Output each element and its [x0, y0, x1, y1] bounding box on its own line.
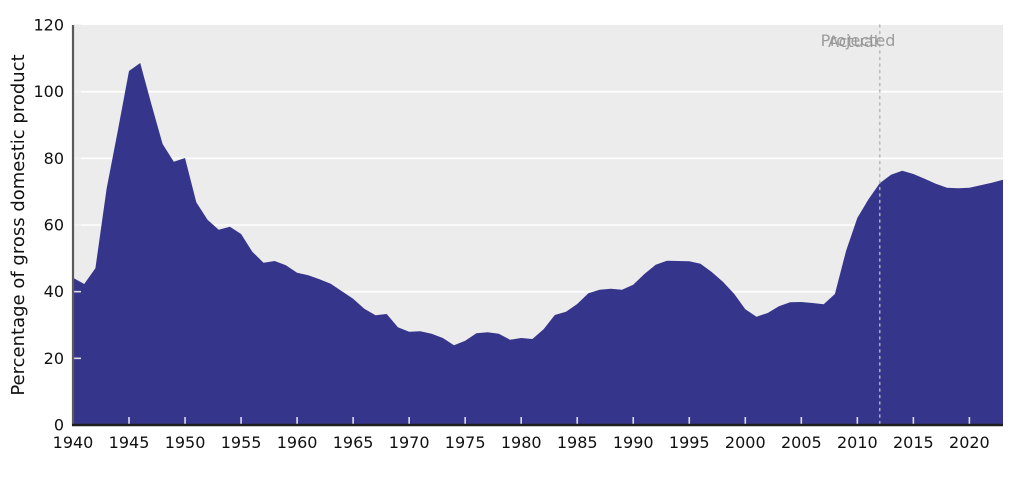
x-tick-label: 1940	[53, 433, 94, 452]
x-tick-label: 1995	[669, 433, 710, 452]
x-tick-label: 1970	[389, 433, 430, 452]
x-tick-label: 1950	[165, 433, 206, 452]
y-tick-label: 80	[44, 149, 64, 168]
y-tick-label: 60	[44, 216, 64, 235]
x-tick-label: 1990	[613, 433, 654, 452]
x-tick-label: 2020	[949, 433, 990, 452]
x-tick-label: 1960	[277, 433, 318, 452]
x-tick-label: 2015	[893, 433, 934, 452]
y-tick-label: 100	[33, 82, 64, 101]
y-tick-label: 20	[44, 349, 64, 368]
y-tick-label: 0	[54, 416, 64, 435]
debt-area-series	[73, 63, 1003, 425]
x-tick-label: 1965	[333, 433, 374, 452]
annotation-actual: Actual	[828, 32, 878, 51]
annotation-projected: Projected	[821, 31, 896, 50]
y-tick-label: 40	[44, 282, 64, 301]
x-tick-label: 1980	[501, 433, 542, 452]
x-tick-label: 2000	[725, 433, 766, 452]
y-tick-label: 120	[33, 16, 64, 35]
x-tick-label: 1945	[109, 433, 150, 452]
x-tick-label: 2005	[781, 433, 822, 452]
chart-layers: 1940 1945 1950 1955 1960 1965 1970 1975 1980 1985…	[33, 16, 1003, 452]
x-tick-label: 1955	[221, 433, 262, 452]
x-tick-label: 1975	[445, 433, 486, 452]
x-tick-label: 2010	[837, 433, 878, 452]
x-tick-label: 1985	[557, 433, 598, 452]
y-axis-title: Percentage of gross domestic product	[8, 54, 29, 395]
